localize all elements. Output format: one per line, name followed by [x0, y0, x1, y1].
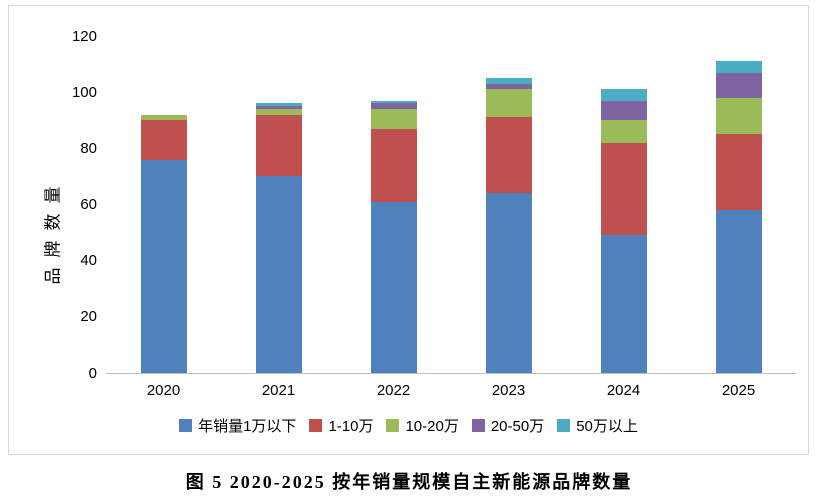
- bar-segment: [140, 114, 187, 121]
- bar-segment: [485, 78, 532, 84]
- x-tick-label: 2021: [261, 382, 296, 399]
- stacked-bar: [370, 100, 417, 373]
- bar-segment: [140, 120, 187, 160]
- bar-segment: [370, 128, 417, 202]
- legend-label: 10-20万: [405, 418, 459, 435]
- bar-segment: [600, 100, 647, 121]
- y-tick-label: 20: [80, 308, 97, 326]
- bar-segment: [715, 134, 762, 211]
- stacked-bar: [255, 103, 302, 373]
- bar-segment: [600, 142, 647, 236]
- stacked-bar: [140, 114, 187, 373]
- x-tick-label: 2020: [146, 382, 181, 399]
- bar-column-2025: [681, 36, 796, 373]
- legend-item: 10-20万: [386, 415, 459, 436]
- bar-column-2023: [451, 36, 566, 373]
- y-tick-label: 80: [80, 139, 97, 157]
- bar-segment: [370, 109, 417, 129]
- x-tick-label: 2022: [376, 382, 411, 399]
- legend-label: 20-50万: [490, 418, 545, 435]
- stacked-bar: [600, 89, 647, 373]
- y-tick-label: 100: [71, 83, 97, 101]
- y-tick-label: 40: [80, 252, 97, 270]
- bar-segment: [255, 114, 302, 177]
- x-axis: 2020 2021 2022 2023 2024 2025: [106, 382, 796, 399]
- bar-segment: [485, 117, 532, 194]
- bar-segment: [255, 176, 302, 373]
- bar-segment: [485, 89, 532, 118]
- legend-swatch: [309, 419, 323, 432]
- x-tick-label: 2025: [721, 382, 756, 399]
- bar-segment: [255, 103, 302, 107]
- legend-label: 1-10万: [328, 418, 374, 435]
- bar-segment: [715, 210, 762, 373]
- y-tick-label: 0: [88, 364, 97, 382]
- bar-segment: [715, 61, 762, 73]
- bar-segment: [370, 100, 417, 104]
- legend-swatch: [386, 419, 400, 432]
- bar-segment: [370, 103, 417, 110]
- legend-label: 年销量1万以下: [198, 418, 297, 435]
- plot-area: [106, 36, 796, 373]
- legend: 年销量1万以下 1-10万 10-20万 20-50万 50万以上: [9, 415, 808, 436]
- x-axis-line: [106, 373, 796, 374]
- stacked-bar: [485, 78, 532, 373]
- legend-item: 1-10万: [309, 415, 373, 436]
- stacked-bar: [715, 61, 762, 373]
- bar-segment: [485, 193, 532, 373]
- y-tick-label: 60: [80, 196, 97, 213]
- bar-segment: [600, 235, 647, 373]
- legend-swatch: [471, 419, 485, 432]
- bar-segment: [255, 109, 302, 115]
- bar-segment: [600, 89, 647, 101]
- x-tick-label: 2023: [491, 382, 526, 399]
- bar-segment: [715, 72, 762, 98]
- legend-item: 20-50万: [471, 415, 545, 436]
- legend-swatch: [557, 419, 571, 432]
- bar-column-2024: [566, 36, 681, 373]
- bar-segment: [140, 159, 187, 373]
- legend-swatch: [179, 419, 193, 432]
- bar-column-2020: [106, 36, 221, 373]
- bar-segment: [255, 106, 302, 110]
- figure-caption: 图 5 2020-2025 按年销量规模自主新能源品牌数量: [185, 472, 633, 492]
- x-tick-label: 2024: [606, 382, 641, 399]
- y-axis: 0 20 40 60 80 100 120: [9, 28, 97, 382]
- bar-column-2021: [221, 36, 336, 373]
- bar-segment: [370, 201, 417, 373]
- legend-label: 50万以上: [576, 418, 638, 435]
- chart-container: 品牌数量 0 20 40 60 80 100 120 2020 2021 2022 2023 202…: [8, 5, 809, 455]
- bar-segment: [715, 97, 762, 135]
- bar-segment: [485, 83, 532, 90]
- bar-column-2022: [336, 36, 451, 373]
- legend-item: 年销量1万以下: [179, 415, 296, 436]
- bar-segment: [600, 120, 647, 143]
- y-tick-label: 120: [71, 27, 97, 45]
- legend-item: 50万以上: [557, 415, 638, 436]
